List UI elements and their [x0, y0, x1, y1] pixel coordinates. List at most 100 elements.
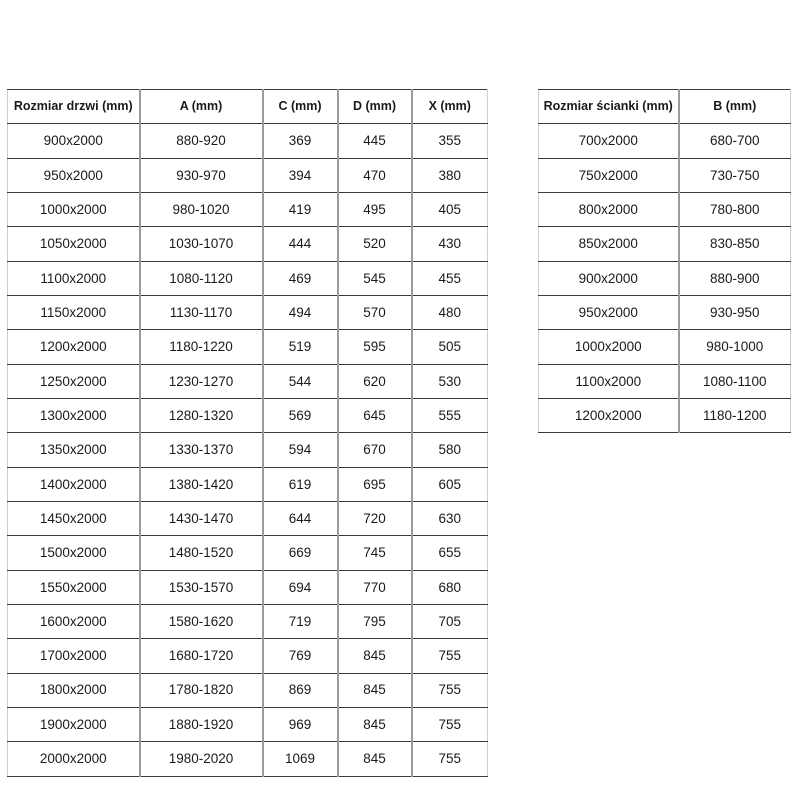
cell-x: 755 — [410, 638, 488, 674]
table-row: 1000x2000 980-1000 — [538, 329, 791, 365]
table-row: 1350x2000 1330-1370 594 670 580 — [7, 432, 488, 468]
cell-x: 455 — [410, 260, 488, 296]
cell-a: 1780-1820 — [138, 672, 264, 708]
cell-a: 1980-2020 — [138, 741, 264, 777]
cell-door-size: 1450x2000 — [7, 500, 141, 537]
cell-a: 1330-1370 — [138, 432, 264, 468]
door-size-table: Rozmiar drzwi (mm) A (mm) C (mm) D (mm) … — [7, 88, 488, 777]
cell-door-size: 1700x2000 — [7, 638, 141, 674]
cell-b: 880-900 — [677, 260, 791, 296]
cell-d: 445 — [336, 123, 413, 159]
cell-d: 845 — [336, 741, 413, 777]
cell-x: 480 — [410, 294, 488, 331]
cell-c: 519 — [261, 329, 339, 365]
wall-panel-size-table: Rozmiar ścianki (mm) B (mm) 700x2000 680-… — [538, 88, 791, 434]
table-row: 900x2000 880-920 369 445 355 — [7, 123, 488, 159]
cell-wall-size: 800x2000 — [538, 191, 680, 228]
cell-x: 605 — [410, 466, 488, 502]
cell-d: 745 — [336, 535, 413, 571]
table-row: 1450x2000 1430-1470 644 720 630 — [7, 500, 488, 537]
cell-x: 630 — [410, 500, 488, 537]
cell-c: 419 — [261, 191, 339, 228]
cell-d: 720 — [336, 500, 413, 537]
cell-door-size: 1550x2000 — [7, 569, 141, 605]
door-table-header: Rozmiar drzwi (mm) A (mm) C (mm) D (mm) … — [7, 88, 488, 125]
table-row: 1000x2000 980-1020 419 495 405 — [7, 191, 488, 228]
column-header-a: A (mm) — [138, 88, 264, 125]
cell-d: 845 — [336, 638, 413, 674]
cell-wall-size: 750x2000 — [538, 157, 680, 193]
cell-x: 755 — [410, 741, 488, 777]
cell-b: 680-700 — [677, 123, 791, 159]
cell-door-size: 1300x2000 — [7, 397, 141, 434]
cell-door-size: 900x2000 — [7, 123, 141, 159]
cell-door-size: 1200x2000 — [7, 329, 141, 365]
cell-a: 930-970 — [138, 157, 264, 193]
cell-wall-size: 1200x2000 — [538, 397, 680, 434]
cell-a: 1530-1570 — [138, 569, 264, 605]
cell-b: 1080-1100 — [677, 363, 791, 399]
table-row: 1200x2000 1180-1220 519 595 505 — [7, 329, 488, 365]
cell-door-size: 1150x2000 — [7, 294, 141, 331]
table-row: 1100x2000 1080-1120 469 545 455 — [7, 260, 488, 296]
cell-a: 1680-1720 — [138, 638, 264, 674]
table-row: 1100x2000 1080-1100 — [538, 363, 791, 399]
cell-a: 1580-1620 — [138, 603, 264, 640]
table-row: 2000x2000 1980-2020 1069 845 755 — [7, 741, 488, 777]
cell-x: 355 — [410, 123, 488, 159]
table-header-row: Rozmiar drzwi (mm) A (mm) C (mm) D (mm) … — [7, 88, 488, 125]
table-row: 1600x2000 1580-1620 719 795 705 — [7, 603, 488, 640]
column-header-wall-size: Rozmiar ścianki (mm) — [538, 88, 680, 125]
cell-d: 545 — [336, 260, 413, 296]
cell-x: 380 — [410, 157, 488, 193]
cell-x: 580 — [410, 432, 488, 468]
cell-x: 505 — [410, 329, 488, 365]
cell-b: 980-1000 — [677, 329, 791, 365]
cell-door-size: 1350x2000 — [7, 432, 141, 468]
cell-door-size: 950x2000 — [7, 157, 141, 193]
cell-c: 1069 — [261, 741, 339, 777]
table-row: 700x2000 680-700 — [538, 123, 791, 159]
wall-table-header: Rozmiar ścianki (mm) B (mm) — [538, 88, 791, 125]
wall-table-body: 700x2000 680-700 750x2000 730-750 800x2000 78… — [538, 123, 791, 434]
cell-wall-size: 900x2000 — [538, 260, 680, 296]
cell-a: 1080-1120 — [138, 260, 264, 296]
cell-x: 680 — [410, 569, 488, 605]
cell-b: 1180-1200 — [677, 397, 791, 434]
cell-a: 1180-1220 — [138, 329, 264, 365]
cell-d: 845 — [336, 672, 413, 708]
column-header-x: X (mm) — [410, 88, 488, 125]
cell-door-size: 1250x2000 — [7, 363, 141, 399]
cell-wall-size: 850x2000 — [538, 226, 680, 262]
table-row: 1250x2000 1230-1270 544 620 530 — [7, 363, 488, 399]
cell-d: 620 — [336, 363, 413, 399]
table-row: 950x2000 930-950 — [538, 294, 791, 331]
cell-c: 669 — [261, 535, 339, 571]
cell-c: 394 — [261, 157, 339, 193]
cell-c: 719 — [261, 603, 339, 640]
cell-d: 570 — [336, 294, 413, 331]
table-row: 850x2000 830-850 — [538, 226, 791, 262]
table-row: 1400x2000 1380-1420 619 695 605 — [7, 466, 488, 502]
cell-a: 1230-1270 — [138, 363, 264, 399]
cell-a: 1280-1320 — [138, 397, 264, 434]
cell-door-size: 1600x2000 — [7, 603, 141, 640]
cell-b: 730-750 — [677, 157, 791, 193]
cell-c: 694 — [261, 569, 339, 605]
cell-d: 670 — [336, 432, 413, 468]
table-row: 1800x2000 1780-1820 869 845 755 — [7, 672, 488, 708]
cell-a: 1380-1420 — [138, 466, 264, 502]
column-header-door-size: Rozmiar drzwi (mm) — [7, 88, 141, 125]
door-table-body: 900x2000 880-920 369 445 355 950x2000 930-970 3… — [7, 123, 488, 777]
cell-x: 655 — [410, 535, 488, 571]
cell-x: 530 — [410, 363, 488, 399]
cell-door-size: 1500x2000 — [7, 535, 141, 571]
cell-door-size: 1100x2000 — [7, 260, 141, 296]
cell-d: 470 — [336, 157, 413, 193]
cell-a: 1030-1070 — [138, 226, 264, 262]
cell-wall-size: 950x2000 — [538, 294, 680, 331]
cell-d: 645 — [336, 397, 413, 434]
cell-c: 869 — [261, 672, 339, 708]
cell-x: 705 — [410, 603, 488, 640]
